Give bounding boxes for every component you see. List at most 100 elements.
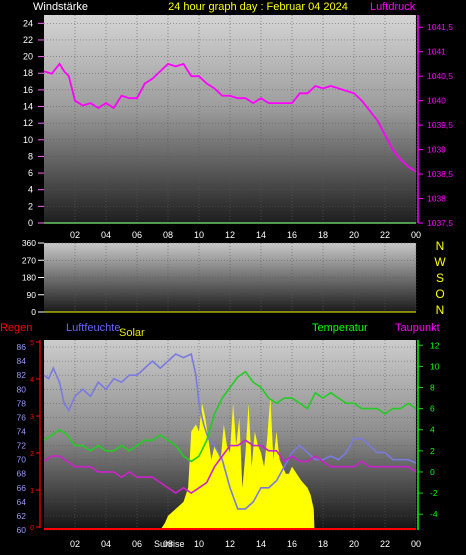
x-tick-label: 16 (287, 230, 297, 240)
tick-label: 80 (17, 384, 27, 394)
x-tick-label: 12 (225, 230, 235, 240)
tick-label: -4 (430, 509, 438, 519)
tick-label: 1041 (427, 47, 446, 57)
tick-label: 68 (17, 469, 27, 479)
x-tick-label: 02 (70, 230, 80, 240)
tick-label: 1039,5 (427, 120, 453, 130)
humidity-axis-ticks: 86 84 82 80 78 76 74 72 70 68 66 64 62 60 (17, 342, 27, 535)
tick-label: 5 (30, 340, 34, 347)
humidity-label: Luftfeuchte (66, 322, 120, 334)
x-tick-label: 02 (70, 539, 80, 549)
x-tick-label: 18 (318, 230, 328, 240)
x-tick-label: 16 (287, 539, 297, 549)
tick-label: 0 (30, 525, 34, 532)
tick-label: 0 (430, 467, 435, 477)
tick-label: 2 (30, 451, 34, 458)
tick-label: 1040 (427, 96, 446, 106)
tick-label: 6 (430, 404, 435, 414)
tick-label: 360 (22, 238, 36, 248)
solar-label: Solar (119, 327, 145, 339)
x-tick-label: 10 (194, 539, 204, 549)
direction-letter: S (436, 271, 444, 285)
tick-label: 72 (17, 441, 27, 451)
tick-label: 1041,5 (427, 22, 453, 32)
tick-label: 76 (17, 412, 27, 422)
top-grid (44, 15, 417, 224)
tick-label: 14 (23, 102, 33, 112)
x-tick-label: 06 (132, 230, 142, 240)
top-x-axis-ticks: 02 04 06 08 10 12 14 16 18 20 22 00 (70, 230, 421, 240)
direction-axis-ticks: 360 270 180 90 0 (22, 238, 44, 317)
tick-label: 10 (430, 361, 440, 371)
tick-label: 24 (23, 18, 33, 28)
rain-label: Regen (0, 322, 32, 334)
tick-label: 60 (17, 525, 27, 535)
x-tick-label: 10 (194, 230, 204, 240)
tick-label: 12 (430, 340, 440, 350)
x-tick-label: 14 (256, 230, 266, 240)
tick-label: 1040,5 (427, 71, 453, 81)
tick-label: 1037,5 (427, 218, 453, 228)
tick-label: 6 (28, 168, 33, 178)
tick-label: 64 (17, 497, 27, 507)
top-series (43, 62, 417, 224)
tick-label: 78 (17, 398, 27, 408)
bottom-series (43, 352, 417, 530)
x-tick-label: 22 (380, 539, 390, 549)
tick-label: 2 (28, 201, 33, 211)
tick-label: 0 (31, 307, 36, 317)
x-tick-label: 18 (318, 539, 328, 549)
x-tick-label: 06 (132, 539, 142, 549)
tick-label: 1039 (427, 145, 446, 155)
dewpoint-label: Taupunkt (395, 322, 440, 334)
direction-letter: N (436, 239, 445, 253)
x-tick-label: 04 (101, 230, 111, 240)
dewpoint-line (43, 439, 417, 495)
tick-label: 90 (27, 290, 37, 300)
x-tick-label: 12 (225, 539, 235, 549)
tick-label: 10 (23, 135, 33, 145)
tick-label: 1038 (427, 194, 446, 204)
tick-label: 62 (17, 511, 27, 521)
tick-label: 0 (28, 218, 33, 228)
x-tick-label: 20 (349, 539, 359, 549)
tick-label: 12 (23, 118, 33, 128)
solar-area (160, 396, 315, 530)
tick-label: 180 (22, 273, 36, 283)
sunrise-label: Sunrise (154, 539, 185, 549)
chart-title: 24 hour graph day : Februar 04 2024 (168, 1, 348, 13)
bottom-x-axis-ticks: 02 04 06 08 10 12 14 16 18 20 22 00 (70, 539, 421, 549)
tick-label: 70 (17, 455, 27, 465)
x-tick-label: 04 (101, 539, 111, 549)
tick-label: 86 (17, 342, 27, 352)
pressure-axis-ticks: 1041,5 1041 1040,5 1040 1039,5 1039 1038,5 1038… (418, 22, 453, 228)
x-tick-label: 22 (380, 230, 390, 240)
x-tick-label: 20 (349, 230, 359, 240)
tick-label: 2 (430, 446, 435, 456)
humidity-line (43, 352, 417, 510)
x-tick-label: 08 (163, 230, 173, 240)
tick-label: 84 (17, 356, 27, 366)
tick-label: 4 (30, 377, 34, 384)
top-plot-area (44, 15, 416, 223)
pressure-axis-title: Luftdruck (370, 1, 416, 13)
tick-label: 82 (17, 370, 27, 380)
direction-letter: O (435, 287, 444, 301)
tick-label: 3 (30, 414, 34, 421)
temperature-label: Temperatur (312, 322, 368, 334)
tick-label: 18 (23, 68, 33, 78)
tick-label: 1 (30, 488, 34, 495)
tick-label: 74 (17, 426, 27, 436)
wind-axis-title: Windstärke (33, 1, 88, 13)
tick-label: 4 (28, 185, 33, 195)
tick-label: 22 (23, 35, 33, 45)
direction-letter: W (434, 255, 446, 269)
tick-label: 20 (23, 52, 33, 62)
x-tick-label: 00 (411, 539, 421, 549)
tick-label: 270 (22, 255, 36, 265)
temperature-line (43, 370, 417, 463)
rain-axis-ticks: 5 4 3 2 1 0 (30, 340, 40, 532)
